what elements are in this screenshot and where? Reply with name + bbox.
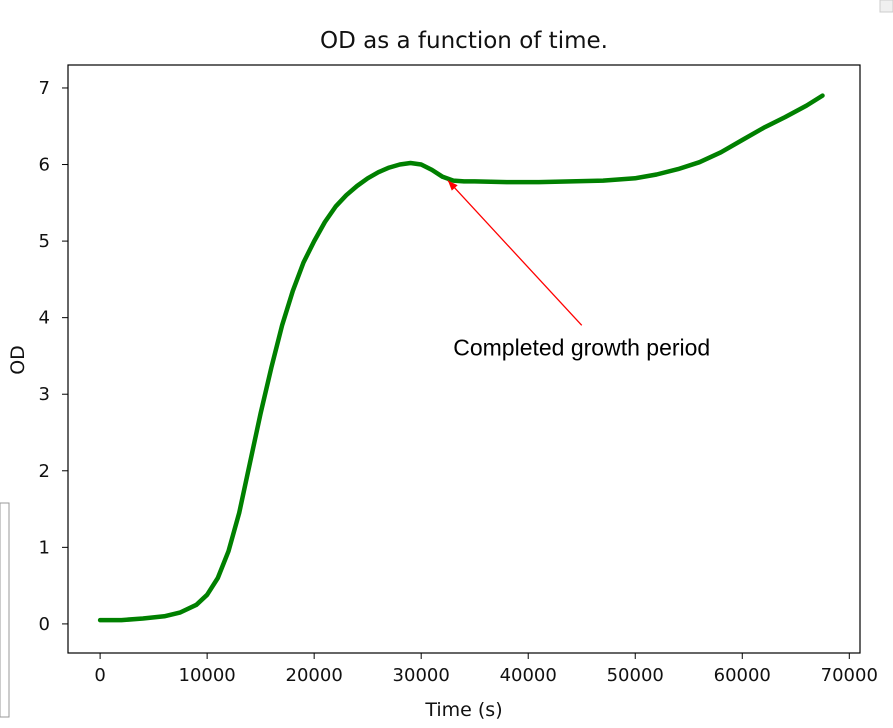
od-series-line bbox=[97, 93, 825, 623]
y-tick-label: 7 bbox=[39, 78, 50, 99]
x-axis-label: Time (s) bbox=[424, 699, 502, 721]
edge-artifact-left bbox=[0, 502, 10, 718]
y-tick-label: 1 bbox=[39, 537, 50, 558]
x-tick-label: 30000 bbox=[393, 665, 450, 686]
series-layer bbox=[97, 93, 825, 623]
y-axis-label: OD bbox=[7, 345, 29, 375]
x-tick-label: 10000 bbox=[179, 665, 236, 686]
x-tick-label: 40000 bbox=[500, 665, 557, 686]
annotation-text: Completed growth period bbox=[453, 334, 710, 360]
plot-area-frame bbox=[67, 64, 861, 654]
x-tick-label: 60000 bbox=[714, 665, 771, 686]
y-tick-label: 6 bbox=[39, 155, 50, 176]
x-tick-label: 70000 bbox=[821, 665, 878, 686]
annotation-arrowhead bbox=[447, 180, 458, 191]
chart-title: OD as a function of time. bbox=[320, 28, 608, 54]
y-tick-label: 4 bbox=[39, 308, 50, 329]
y-tick-label: 3 bbox=[39, 384, 50, 405]
y-tick-label: 0 bbox=[39, 614, 50, 635]
y-tick-label: 5 bbox=[39, 231, 50, 252]
y-tick-label: 2 bbox=[39, 461, 50, 482]
x-tick-label: 0 bbox=[94, 665, 105, 686]
corner-artifact-top-right bbox=[879, 0, 893, 13]
x-tick-label: 20000 bbox=[286, 665, 343, 686]
ticks-layer: 0 10000 20000 30000 40000 50000 60000 70000 0 1 2 3… bbox=[39, 78, 878, 686]
annotation-arrow bbox=[447, 180, 583, 326]
x-tick-label: 50000 bbox=[607, 665, 664, 686]
